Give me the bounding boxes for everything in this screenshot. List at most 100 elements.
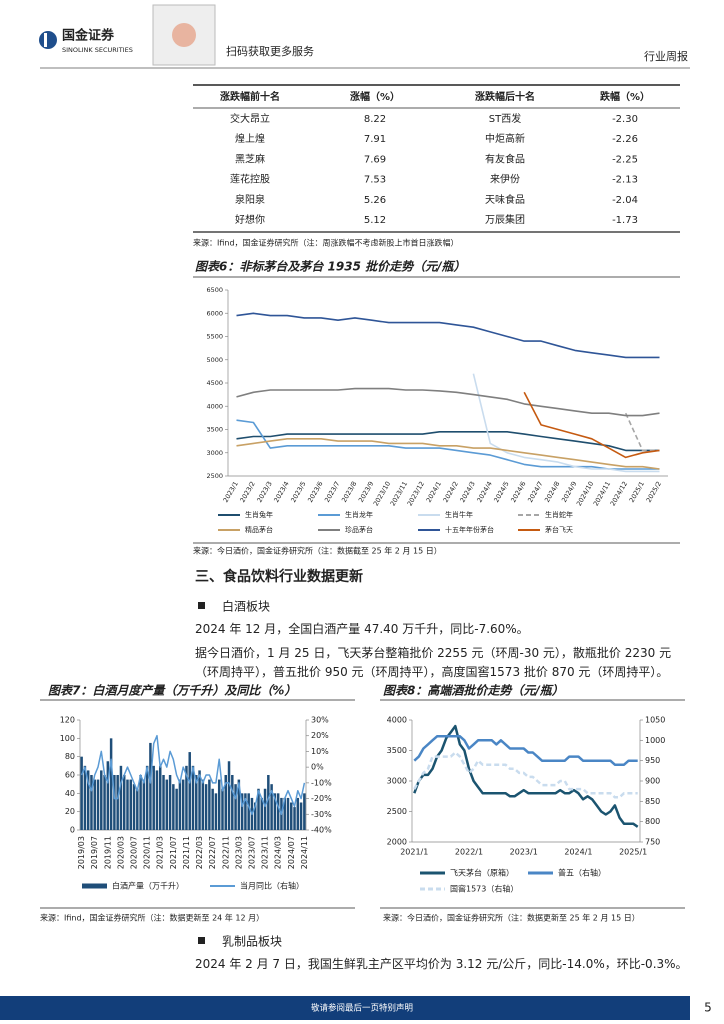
report-type: 行业周报 bbox=[644, 49, 688, 63]
bar bbox=[106, 761, 110, 830]
x-tick-label: 2023/3 bbox=[255, 480, 273, 504]
bar bbox=[155, 770, 159, 830]
bar bbox=[204, 784, 208, 830]
bar bbox=[293, 807, 296, 830]
y-tick-label: 2500 bbox=[387, 807, 407, 816]
y-tick-label: 1050 bbox=[645, 716, 665, 725]
bar bbox=[181, 779, 185, 830]
qr-caption: 扫码获取更多服务 bbox=[226, 44, 314, 58]
bar bbox=[93, 779, 96, 830]
table-cell: 5.26 bbox=[364, 195, 386, 206]
x-tick-label: 2023/07 bbox=[247, 836, 256, 869]
bar bbox=[165, 779, 169, 830]
y-tick-label: 850 bbox=[645, 797, 660, 806]
y-tick-label: 5000 bbox=[206, 356, 223, 364]
subsection-title: 白酒板块 bbox=[222, 599, 270, 614]
bar bbox=[263, 788, 267, 830]
table-cell: 泉阳泉 bbox=[235, 193, 265, 206]
bar bbox=[273, 793, 277, 830]
x-tick-label: 2023/8 bbox=[340, 480, 358, 504]
y-tick-label: 20 bbox=[65, 807, 75, 816]
legend-label: 十五年年份茅台 bbox=[445, 525, 494, 534]
legend-label: 白酒产量（万千升） bbox=[112, 881, 184, 891]
line-series bbox=[472, 373, 660, 473]
bar bbox=[188, 752, 191, 830]
table-cell: 8.22 bbox=[364, 114, 386, 125]
x-tick-label: 2023/5 bbox=[289, 480, 307, 504]
y-tick-label: 40 bbox=[65, 789, 75, 798]
y-tick-label: 0 bbox=[70, 826, 75, 835]
x-tick-label: 2024/5 bbox=[492, 480, 510, 504]
table-cell: 交大昂立 bbox=[230, 112, 270, 125]
bar bbox=[276, 793, 280, 830]
logo-text: 国金证券 bbox=[62, 28, 115, 44]
x-tick-label: 2024/6 bbox=[509, 480, 527, 504]
bar bbox=[224, 775, 227, 830]
table-cell: 来伊份 bbox=[490, 174, 520, 186]
table-cell: -2.04 bbox=[612, 195, 638, 206]
y-tick-label: 950 bbox=[645, 756, 660, 765]
table-cell: 莲花控股 bbox=[230, 173, 270, 186]
x-tick-label: 2020/11 bbox=[143, 836, 152, 869]
bar bbox=[100, 770, 103, 830]
bar bbox=[237, 779, 241, 830]
y-tick-label: 3500 bbox=[206, 426, 223, 434]
y-tick-label: 3000 bbox=[387, 777, 407, 786]
x-tick-label: 2025/1 bbox=[628, 480, 646, 504]
figure-title: 图表7：白酒月度产量（万千升）及同比（%） bbox=[48, 684, 296, 698]
line-series bbox=[523, 391, 660, 459]
x-tick-label: 2021/1 bbox=[400, 848, 428, 857]
legend-label: 生肖蛇年 bbox=[545, 510, 573, 519]
source-note: 来源：今日酒价，国金证券研究所（注：数据截至 25 年 2 月 15 日） bbox=[193, 546, 442, 556]
table: 涨跌幅前十名 涨幅（%） 涨跌幅后十名 跌幅（%） 交大昂立 8.22 ST西发 -2.30 煌… bbox=[220, 90, 650, 226]
x-tick-label: 2024/03 bbox=[274, 836, 283, 869]
table-cell: ST西发 bbox=[489, 112, 521, 125]
y-tick-label: 6500 bbox=[206, 286, 223, 294]
bar bbox=[149, 742, 152, 830]
legend-label: 普五（右轴） bbox=[558, 868, 606, 878]
x-tick-label: 2021/11 bbox=[182, 836, 191, 869]
legend-label: 生肖牛年 bbox=[445, 510, 473, 519]
y-tick-label: 10% bbox=[311, 747, 329, 756]
table-cell: -1.73 bbox=[612, 215, 638, 226]
bar bbox=[217, 779, 221, 830]
bar bbox=[290, 802, 293, 830]
y-tick-label: -20% bbox=[311, 794, 332, 803]
table-cell: 中炬高新 bbox=[485, 132, 525, 145]
table-cell: 7.53 bbox=[364, 175, 386, 186]
figure-title: 图表8：高端酒批价走势（元/瓶） bbox=[383, 684, 564, 698]
x-tick-label: 2024/1 bbox=[564, 848, 592, 857]
x-tick-label: 2019/07 bbox=[90, 836, 99, 869]
bar bbox=[231, 775, 234, 830]
table-cell: 好想你 bbox=[235, 213, 265, 226]
y-tick-label: 20% bbox=[311, 731, 329, 740]
y-tick-label: 2000 bbox=[387, 838, 407, 847]
x-tick-label: 2023/7 bbox=[323, 480, 341, 504]
table-cell: 万辰集团 bbox=[485, 213, 525, 226]
figure-title: 图表6：非标茅台及茅台 1935 批价走势（元/瓶） bbox=[195, 260, 466, 274]
table-cell: 5.12 bbox=[364, 215, 386, 226]
bar bbox=[119, 765, 123, 830]
y-tick-label: 4000 bbox=[387, 716, 407, 725]
x-tick-label: 2023/1 bbox=[222, 480, 240, 504]
y-tick-label: -40% bbox=[311, 826, 332, 835]
table-cell: -2.25 bbox=[612, 154, 638, 165]
bar bbox=[195, 775, 198, 830]
x-tick-label: 2023/4 bbox=[272, 480, 290, 504]
table-cell: 黑芝麻 bbox=[235, 152, 265, 165]
line-series bbox=[236, 431, 660, 452]
bar bbox=[211, 788, 214, 830]
bar bbox=[103, 775, 106, 830]
x-tick-label: 2024/07 bbox=[287, 836, 296, 869]
source-note: 来源：Ifind，国金证券研究所（注：数据更新至 24 年 12 月） bbox=[40, 913, 264, 923]
legend-label: 飞天茅台（原箱） bbox=[450, 868, 514, 878]
line-series bbox=[236, 312, 660, 359]
y-tick-label: 3000 bbox=[206, 449, 223, 457]
y-tick-label: 30% bbox=[311, 716, 329, 725]
table-cell: 煌上煌 bbox=[235, 132, 265, 145]
bar bbox=[113, 775, 116, 830]
paragraph: 2024 年 12 月，全国白酒产量 47.40 万千升，同比-7.60%。 bbox=[195, 622, 529, 636]
line-series bbox=[413, 724, 639, 828]
